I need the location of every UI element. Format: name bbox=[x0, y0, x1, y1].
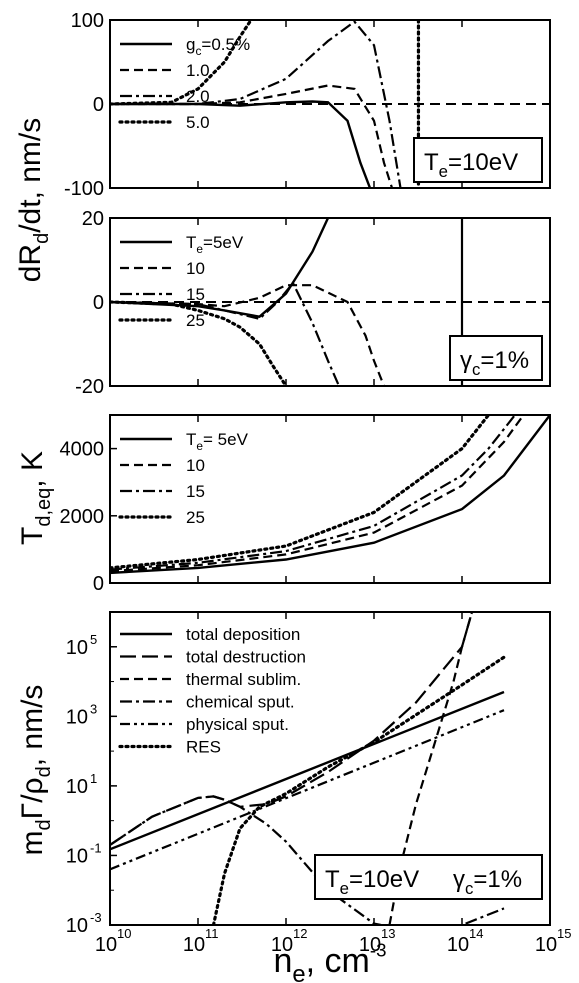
legend-label-2: 10 bbox=[186, 456, 205, 475]
legend-label-2: total destruction bbox=[186, 648, 306, 667]
y-tick-label: 4000 bbox=[60, 439, 105, 461]
legend-label-4: 25 bbox=[186, 311, 205, 330]
x-tick-exponent: 10 bbox=[117, 926, 131, 941]
x-tick-exponent: 12 bbox=[293, 926, 307, 941]
series-line-4 bbox=[110, 300, 288, 386]
x-tick-exponent: 15 bbox=[557, 926, 571, 941]
series-line-1 bbox=[110, 415, 550, 575]
series-line-3 bbox=[110, 415, 516, 571]
legend-label-3: thermal sublim. bbox=[186, 670, 301, 689]
x-tick-exponent: 13 bbox=[381, 926, 395, 941]
y-tick-label: 0 bbox=[93, 573, 104, 595]
series-group bbox=[110, 415, 550, 575]
y-tick-label: 20 bbox=[82, 208, 104, 230]
x-tick-label: 10 bbox=[95, 934, 117, 956]
y-axis-label-flux: mdΓ/ρd, nm/s bbox=[16, 685, 55, 856]
legend-label-3: 2.0 bbox=[186, 87, 210, 106]
series-line-extra bbox=[465, 907, 505, 925]
legend-label-3: 15 bbox=[186, 285, 205, 304]
plot-frame bbox=[109, 611, 551, 926]
panel-b: 20 0 -20 Te=5eV 10 15 25 γc=1% bbox=[75, 208, 551, 398]
series-group bbox=[110, 218, 464, 386]
y-tick-exponent: 3 bbox=[90, 701, 97, 716]
x-tick-label: 10 bbox=[535, 934, 557, 956]
y-tick-label: 2000 bbox=[60, 506, 105, 528]
legend-label-4: 5.0 bbox=[186, 113, 210, 132]
annotation-box bbox=[314, 854, 543, 900]
series-line-4 bbox=[110, 795, 382, 925]
series-line-3 bbox=[110, 20, 402, 188]
annotation-box bbox=[449, 335, 543, 381]
series-line-3 bbox=[110, 281, 341, 386]
x-tick-label: 10 bbox=[447, 934, 469, 956]
annotation-text: γc=1% bbox=[453, 866, 522, 898]
series-line-4 bbox=[110, 20, 253, 106]
legend-label-4: 25 bbox=[186, 508, 205, 527]
annotation-text: Te=10eV bbox=[325, 866, 419, 898]
y-tick-label: 0 bbox=[93, 292, 104, 314]
series-line-1 bbox=[110, 218, 330, 318]
y-tick-label: 100 bbox=[71, 10, 104, 32]
y-tick-label: -20 bbox=[75, 376, 104, 398]
y-tick-exponent: -3 bbox=[90, 910, 102, 925]
series-line-5 bbox=[110, 709, 505, 871]
series-line-2 bbox=[110, 415, 525, 573]
x-tick-label: 10 bbox=[359, 934, 381, 956]
y-tick-label: 10 bbox=[66, 776, 88, 798]
x-tick-label: 10 bbox=[183, 934, 205, 956]
x-tick-exponent: 14 bbox=[469, 926, 483, 941]
y-tick-exponent: 1 bbox=[90, 771, 97, 786]
legend-label-2: 1.0 bbox=[186, 61, 210, 80]
annotation-text: Te=10eV bbox=[424, 149, 518, 181]
series-line-2 bbox=[110, 84, 394, 188]
legend-label-1: total deposition bbox=[186, 625, 300, 644]
legend-label-1: Te= 5eV bbox=[186, 430, 249, 453]
legend-label-2: 10 bbox=[186, 259, 205, 278]
legend-label-4: chemical sput. bbox=[186, 693, 295, 712]
x-tick-label: 10 bbox=[271, 934, 293, 956]
x-tick-exponent: 11 bbox=[205, 926, 219, 941]
legend-label-6: RES bbox=[186, 738, 221, 757]
legend-label-1: Te=5eV bbox=[186, 233, 244, 256]
series-line-2 bbox=[110, 284, 386, 386]
y-tick-label: 10 bbox=[66, 706, 88, 728]
series-line-1 bbox=[110, 100, 372, 188]
annotation-text: γc=1% bbox=[460, 347, 529, 379]
y-tick-label: 10 bbox=[66, 915, 88, 937]
y-tick-label: -100 bbox=[64, 178, 104, 200]
panel-a: 100 0 -100 gc=0.5% 1.0 2.0 5.0 Te=10eV bbox=[64, 10, 551, 200]
legend-label-1: gc=0.5% bbox=[186, 35, 250, 58]
y-axis-label-temperature: Td,eq, K bbox=[16, 451, 55, 545]
y-tick-exponent: 5 bbox=[90, 632, 97, 647]
y-tick-label: 10 bbox=[66, 845, 88, 867]
x-axis-label: ne, cm-3 bbox=[273, 940, 386, 983]
series-line-4 bbox=[110, 415, 491, 570]
series-line-1 bbox=[110, 690, 505, 851]
legend-label-5: physical sput. bbox=[186, 715, 289, 734]
y-axis-label-rates: dRd/dt, nm/s bbox=[14, 118, 53, 283]
plot-frame bbox=[109, 414, 551, 584]
annotation-box bbox=[413, 137, 543, 183]
y-tick-label: 0 bbox=[93, 94, 104, 116]
y-tick-exponent: -1 bbox=[90, 840, 102, 855]
y-tick-label: 10 bbox=[66, 637, 88, 659]
series-line-6 bbox=[211, 655, 506, 925]
legend-label-3: 15 bbox=[186, 482, 205, 501]
panel-c: 4000 2000 0 Te= 5eV 10 15 25 bbox=[60, 414, 551, 595]
